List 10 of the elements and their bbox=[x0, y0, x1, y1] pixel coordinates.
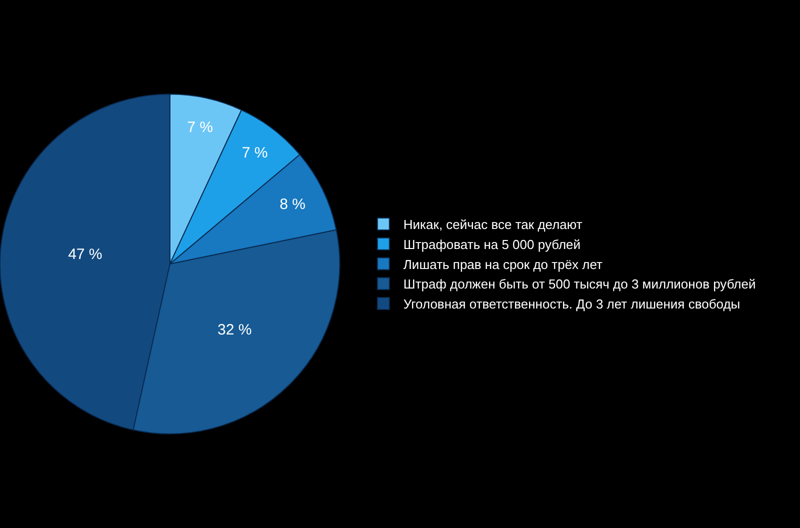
legend-label: Лишать прав на срок до трёх лет bbox=[403, 256, 603, 272]
legend-label: Никак, сейчас все так делают bbox=[403, 217, 582, 232]
data-label: 47 % bbox=[68, 246, 102, 264]
legend-label: Штрафовать на 5 000 рублей bbox=[403, 236, 581, 252]
legend-label: Уголовная ответственность. До 3 лет лишения свободы bbox=[403, 296, 740, 312]
data-label: 7 % bbox=[242, 144, 268, 162]
data-label: 32 % bbox=[218, 321, 252, 338]
data-label: 8 % bbox=[280, 196, 306, 214]
data-label: 7 % bbox=[187, 119, 213, 136]
legend-label: Штраф должен быть от 500 тысяч до 3 миллионов рублей bbox=[403, 276, 756, 292]
